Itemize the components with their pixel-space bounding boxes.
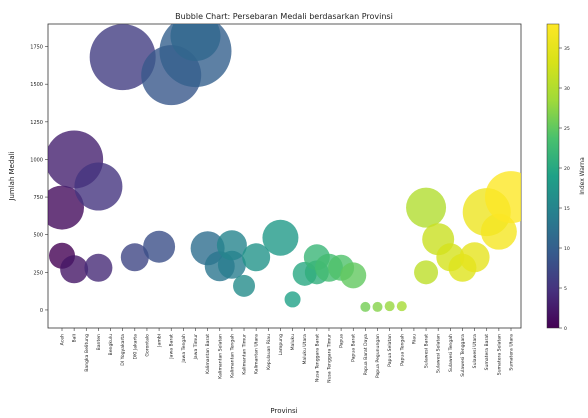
x-tick-label: Bali bbox=[72, 334, 78, 343]
x-tick-label: Nusa Tenggara Barat bbox=[314, 334, 320, 382]
y-tick-label: 250 bbox=[33, 270, 43, 276]
x-tick-label: Sumatera Barat bbox=[484, 334, 490, 371]
x-tick-label: Lampung bbox=[278, 334, 284, 356]
bubble bbox=[372, 301, 383, 312]
x-tick-label: Sumatera Selatan bbox=[496, 334, 502, 375]
x-tick-label: DKI Jakarta bbox=[132, 334, 138, 360]
y-tick-label: 750 bbox=[33, 195, 43, 201]
y-tick-label: 1500 bbox=[30, 82, 43, 88]
colorbar-tick-label: 30 bbox=[564, 86, 570, 92]
bubble bbox=[284, 291, 301, 308]
colorbar-tick-label: 0 bbox=[564, 326, 567, 332]
bubble bbox=[459, 242, 490, 273]
x-tick-label: Sulawesi Tenggara bbox=[460, 334, 466, 377]
x-tick-label: Maluku bbox=[290, 334, 296, 350]
x-tick-label: Aceh bbox=[60, 334, 66, 345]
y-tick-label: 1000 bbox=[30, 157, 43, 163]
x-tick-label: Sulawesi Selatan bbox=[436, 334, 442, 373]
bubble-layer bbox=[48, 24, 521, 312]
bubble bbox=[360, 301, 371, 312]
bubble bbox=[396, 301, 407, 312]
x-axis-label: Provinsi bbox=[270, 407, 297, 415]
colorbar-tick-label: 35 bbox=[564, 46, 570, 52]
bubble bbox=[485, 171, 521, 224]
bubble bbox=[406, 187, 447, 228]
bubble bbox=[262, 219, 299, 256]
x-tick-label: Papua Tengah bbox=[399, 334, 405, 366]
x-tick-label: Gorontalo bbox=[144, 334, 150, 357]
x-tick-label: Kalimantan Selatan bbox=[217, 334, 223, 379]
x-tick-label: Jawa Timur bbox=[193, 334, 199, 361]
x-tick-label: Kalimantan Barat bbox=[205, 334, 211, 374]
x-tick-label: Riau bbox=[411, 334, 417, 344]
chart-title: Bubble Chart: Persebaran Medali berdasar… bbox=[175, 12, 393, 21]
x-tick-label: Papua Pegunungan bbox=[375, 334, 381, 378]
x-axis: Aceh Bali Bangka Belitung Banten Bengkulu DI … bbox=[60, 328, 515, 383]
x-tick-label: Jawa Tengah bbox=[181, 334, 187, 364]
x-tick-label: Sulawesi Barat bbox=[424, 334, 430, 368]
x-tick-label: Jawa Barat bbox=[169, 334, 175, 360]
colorbar-tick-label: 25 bbox=[564, 126, 570, 132]
x-tick-label: Papua Barat Daya bbox=[363, 334, 369, 375]
colorbar-tick-label: 10 bbox=[564, 246, 570, 252]
x-tick-label: DI Yogyakarta bbox=[120, 334, 126, 366]
x-tick-label: Sulawesi Tengah bbox=[448, 334, 454, 372]
x-tick-label: Papua Barat bbox=[351, 334, 357, 362]
colorbar bbox=[546, 23, 560, 329]
bubble bbox=[233, 274, 256, 297]
colorbar-tick-label: 20 bbox=[564, 166, 570, 172]
bubble bbox=[170, 24, 221, 62]
bubble bbox=[216, 230, 247, 261]
x-tick-label: Maluku Utara bbox=[302, 334, 308, 365]
y-tick-label: 1750 bbox=[30, 45, 43, 51]
x-tick-label: Kalimantan Tengah bbox=[229, 334, 235, 378]
x-tick-label: Kalimantan Utara bbox=[254, 334, 260, 374]
bubble bbox=[74, 162, 123, 211]
x-tick-label: Bangka Belitung bbox=[84, 334, 90, 372]
x-tick-label: Papua bbox=[339, 334, 345, 348]
x-tick-label: Nusa Tenggara Timur bbox=[326, 334, 332, 383]
y-tick-label: 500 bbox=[33, 233, 43, 239]
bubble bbox=[242, 243, 271, 272]
x-tick-label: Sulawesi Utara bbox=[472, 334, 478, 368]
colorbar-tick-label: 15 bbox=[564, 206, 570, 212]
x-tick-label: Banten bbox=[96, 334, 102, 351]
bubble bbox=[60, 255, 89, 284]
x-tick-label: Papua Selatan bbox=[387, 334, 393, 367]
bubble bbox=[89, 24, 156, 91]
bubble bbox=[340, 262, 367, 289]
x-tick-label: Kalimantan Timur bbox=[242, 334, 248, 375]
y-tick-label: 0 bbox=[40, 308, 43, 314]
bubble bbox=[84, 253, 113, 282]
x-tick-label: Jambi bbox=[157, 334, 163, 348]
bubble bbox=[414, 260, 439, 285]
bubble bbox=[143, 230, 176, 263]
y-axis: 0 250 500 750 1000 1250 1500 1750 bbox=[30, 45, 48, 314]
bubble bbox=[120, 243, 149, 272]
y-tick-label: 1250 bbox=[30, 120, 43, 126]
x-tick-label: Kepulauan Riau bbox=[266, 334, 272, 370]
x-tick-label: Bengkulu bbox=[108, 334, 114, 356]
colorbar-axis: 0 5 10 15 20 25 30 35 bbox=[559, 46, 570, 332]
y-axis-label: Jumlah Medali bbox=[8, 151, 16, 201]
bubble bbox=[48, 185, 84, 230]
bubble bbox=[384, 301, 395, 312]
x-tick-label: Sumatera Utara bbox=[509, 334, 515, 371]
colorbar-label: Index Warna bbox=[579, 157, 586, 195]
colorbar-tick-label: 5 bbox=[564, 286, 567, 292]
